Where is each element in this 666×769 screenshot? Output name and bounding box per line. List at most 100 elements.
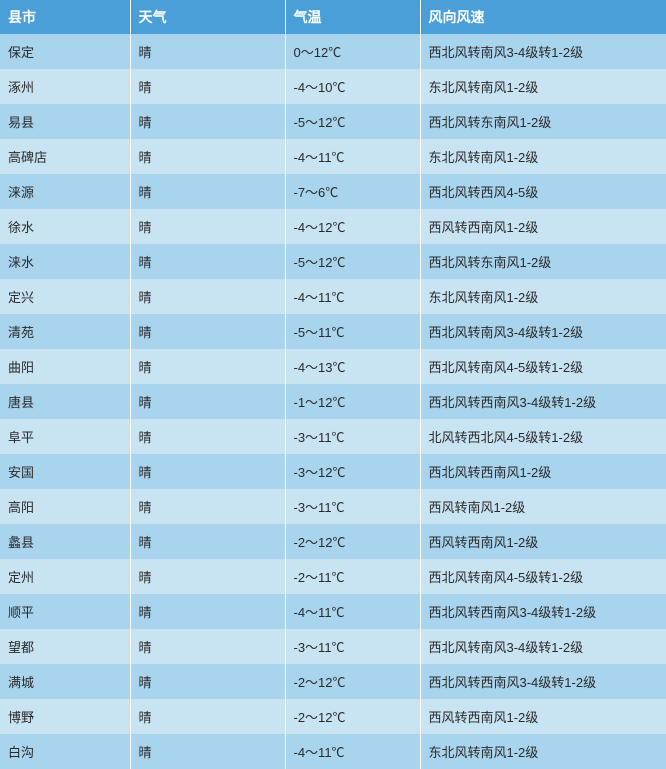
cell-weather: 晴 — [130, 734, 285, 769]
cell-city: 白沟 — [0, 734, 130, 769]
cell-wind: 西北风转南风3-4级转1-2级 — [420, 314, 666, 349]
cell-temp: -2～12℃ — [285, 664, 420, 699]
cell-wind: 西北风转西南风3-4级转1-2级 — [420, 384, 666, 419]
table-row: 定州晴-2～11℃西北风转南风4-5级转1-2级 — [0, 559, 666, 594]
cell-wind: 东北风转南风1-2级 — [420, 279, 666, 314]
table-row: 徐水晴-4～12℃西风转西南风1-2级 — [0, 209, 666, 244]
cell-weather: 晴 — [130, 209, 285, 244]
cell-city: 涞水 — [0, 244, 130, 279]
table-row: 唐县晴-1～12℃西北风转西南风3-4级转1-2级 — [0, 384, 666, 419]
table-row: 涿州晴-4～10℃东北风转南风1-2级 — [0, 69, 666, 104]
cell-temp: -4～10℃ — [285, 69, 420, 104]
cell-city: 蠡县 — [0, 524, 130, 559]
cell-temp: -1～12℃ — [285, 384, 420, 419]
table-row: 清苑晴-5～11℃西北风转南风3-4级转1-2级 — [0, 314, 666, 349]
col-header-wind: 风向风速 — [420, 0, 666, 34]
cell-temp: -5～12℃ — [285, 104, 420, 139]
cell-temp: -4～11℃ — [285, 139, 420, 174]
cell-weather: 晴 — [130, 34, 285, 69]
cell-city: 易县 — [0, 104, 130, 139]
table-row: 蠡县晴-2～12℃西风转西南风1-2级 — [0, 524, 666, 559]
table-row: 高碑店晴-4～11℃东北风转南风1-2级 — [0, 139, 666, 174]
cell-temp: -3～12℃ — [285, 454, 420, 489]
cell-wind: 西风转西南风1-2级 — [420, 699, 666, 734]
cell-temp: -4～12℃ — [285, 209, 420, 244]
cell-city: 保定 — [0, 34, 130, 69]
cell-wind: 西北风转南风3-4级转1-2级 — [420, 629, 666, 664]
cell-temp: -2～12℃ — [285, 699, 420, 734]
table-row: 涞水晴-5～12℃西北风转东南风1-2级 — [0, 244, 666, 279]
cell-weather: 晴 — [130, 419, 285, 454]
cell-city: 清苑 — [0, 314, 130, 349]
table-row: 曲阳晴-4～13℃西北风转南风4-5级转1-2级 — [0, 349, 666, 384]
table-row: 顺平晴-4～11℃西北风转西南风3-4级转1-2级 — [0, 594, 666, 629]
cell-weather: 晴 — [130, 629, 285, 664]
cell-weather: 晴 — [130, 664, 285, 699]
cell-wind: 西北风转西南风3-4级转1-2级 — [420, 594, 666, 629]
cell-weather: 晴 — [130, 314, 285, 349]
cell-temp: -2～11℃ — [285, 559, 420, 594]
table-row: 阜平晴-3～11℃北风转西北风4-5级转1-2级 — [0, 419, 666, 454]
cell-city: 满城 — [0, 664, 130, 699]
cell-weather: 晴 — [130, 489, 285, 524]
cell-wind: 西风转西南风1-2级 — [420, 209, 666, 244]
cell-city: 博野 — [0, 699, 130, 734]
cell-city: 望都 — [0, 629, 130, 664]
cell-wind: 西风转西南风1-2级 — [420, 524, 666, 559]
cell-weather: 晴 — [130, 349, 285, 384]
cell-weather: 晴 — [130, 454, 285, 489]
table-row: 博野晴-2～12℃西风转西南风1-2级 — [0, 699, 666, 734]
cell-city: 涿州 — [0, 69, 130, 104]
cell-temp: -4～11℃ — [285, 594, 420, 629]
cell-weather: 晴 — [130, 69, 285, 104]
table-row: 白沟晴-4～11℃东北风转南风1-2级 — [0, 734, 666, 769]
cell-weather: 晴 — [130, 174, 285, 209]
cell-weather: 晴 — [130, 524, 285, 559]
cell-temp: -4～13℃ — [285, 349, 420, 384]
cell-temp: -4～11℃ — [285, 734, 420, 769]
table-body: 保定晴0～12℃西北风转南风3-4级转1-2级涿州晴-4～10℃东北风转南风1-… — [0, 34, 666, 769]
col-header-temp: 气温 — [285, 0, 420, 34]
cell-weather: 晴 — [130, 139, 285, 174]
cell-weather: 晴 — [130, 279, 285, 314]
cell-temp: -4～11℃ — [285, 279, 420, 314]
table-row: 定兴晴-4～11℃东北风转南风1-2级 — [0, 279, 666, 314]
table-row: 望都晴-3～11℃西北风转南风3-4级转1-2级 — [0, 629, 666, 664]
cell-wind: 西北风转东南风1-2级 — [420, 104, 666, 139]
cell-temp: -2～12℃ — [285, 524, 420, 559]
cell-temp: -7～6℃ — [285, 174, 420, 209]
cell-city: 徐水 — [0, 209, 130, 244]
cell-weather: 晴 — [130, 699, 285, 734]
table-row: 涞源晴-7～6℃西北风转西风4-5级 — [0, 174, 666, 209]
cell-wind: 西北风转西风4-5级 — [420, 174, 666, 209]
cell-wind: 西北风转南风4-5级转1-2级 — [420, 559, 666, 594]
weather-table: 县市 天气 气温 风向风速 保定晴0～12℃西北风转南风3-4级转1-2级涿州晴… — [0, 0, 666, 769]
cell-wind: 北风转西北风4-5级转1-2级 — [420, 419, 666, 454]
col-header-city: 县市 — [0, 0, 130, 34]
cell-city: 唐县 — [0, 384, 130, 419]
cell-temp: -5～11℃ — [285, 314, 420, 349]
table-row: 保定晴0～12℃西北风转南风3-4级转1-2级 — [0, 34, 666, 69]
cell-city: 阜平 — [0, 419, 130, 454]
cell-wind: 东北风转南风1-2级 — [420, 139, 666, 174]
cell-temp: -5～12℃ — [285, 244, 420, 279]
cell-weather: 晴 — [130, 594, 285, 629]
header-row: 县市 天气 气温 风向风速 — [0, 0, 666, 34]
cell-city: 定兴 — [0, 279, 130, 314]
cell-city: 顺平 — [0, 594, 130, 629]
cell-wind: 西北风转西南风1-2级 — [420, 454, 666, 489]
cell-city: 定州 — [0, 559, 130, 594]
cell-wind: 西北风转东南风1-2级 — [420, 244, 666, 279]
table-row: 安国晴-3～12℃西北风转西南风1-2级 — [0, 454, 666, 489]
cell-city: 高碑店 — [0, 139, 130, 174]
cell-city: 安国 — [0, 454, 130, 489]
cell-wind: 西北风转南风4-5级转1-2级 — [420, 349, 666, 384]
cell-weather: 晴 — [130, 244, 285, 279]
cell-weather: 晴 — [130, 104, 285, 139]
cell-wind: 东北风转南风1-2级 — [420, 69, 666, 104]
cell-wind: 西北风转西南风3-4级转1-2级 — [420, 664, 666, 699]
cell-temp: -3～11℃ — [285, 419, 420, 454]
cell-wind: 西北风转南风3-4级转1-2级 — [420, 34, 666, 69]
cell-weather: 晴 — [130, 384, 285, 419]
col-header-weather: 天气 — [130, 0, 285, 34]
